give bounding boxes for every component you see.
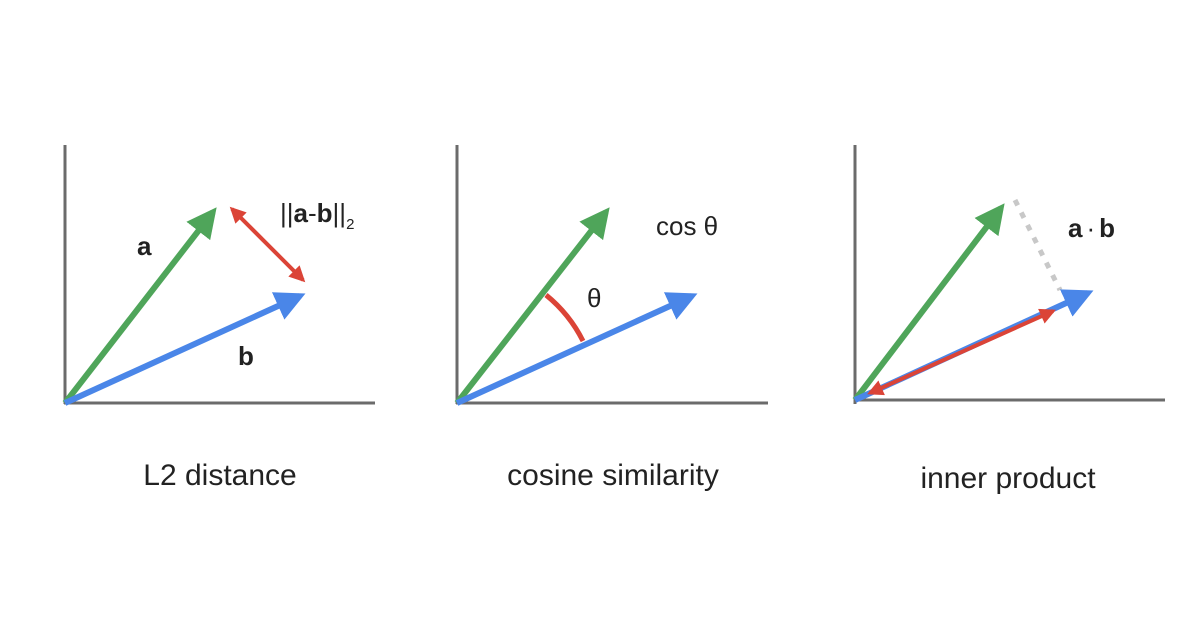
vector-a — [852, 203, 1005, 402]
dot-b: b — [1099, 213, 1115, 243]
vector-a — [62, 207, 217, 405]
dot-a: a — [1068, 213, 1083, 243]
norm-bar: || — [280, 198, 294, 228]
vector-b — [63, 292, 306, 406]
norm-a: a — [294, 198, 309, 228]
caption: inner product — [920, 462, 1096, 495]
projection-arrow — [867, 308, 1056, 396]
dot-operator: · — [1086, 213, 1095, 243]
label-b: b — [238, 341, 254, 371]
norm-subscript: 2 — [346, 216, 354, 233]
angle-label: θ — [587, 283, 601, 313]
measure-label: a · b — [1068, 213, 1115, 243]
panel-inner: a · b inner product — [852, 145, 1165, 495]
distance-label: ||a-b||2 — [280, 198, 354, 233]
distance-arrow — [229, 206, 306, 283]
panel-cosine: θ cos θ cosine similarity — [454, 145, 768, 492]
panel-l2: a b ||a-b||2 L2 distance — [62, 145, 375, 492]
norm-b: b — [317, 198, 333, 228]
projection-line — [1012, 198, 1063, 292]
caption: L2 distance — [143, 459, 296, 492]
vector-a — [454, 207, 610, 405]
angle-arc — [544, 293, 586, 343]
label-a: a — [137, 231, 152, 261]
measure-label: cos θ — [656, 211, 718, 241]
norm-minus: - — [308, 198, 317, 228]
norm-bar: || — [333, 198, 347, 228]
vector-b — [455, 292, 698, 406]
caption: cosine similarity — [507, 459, 719, 492]
